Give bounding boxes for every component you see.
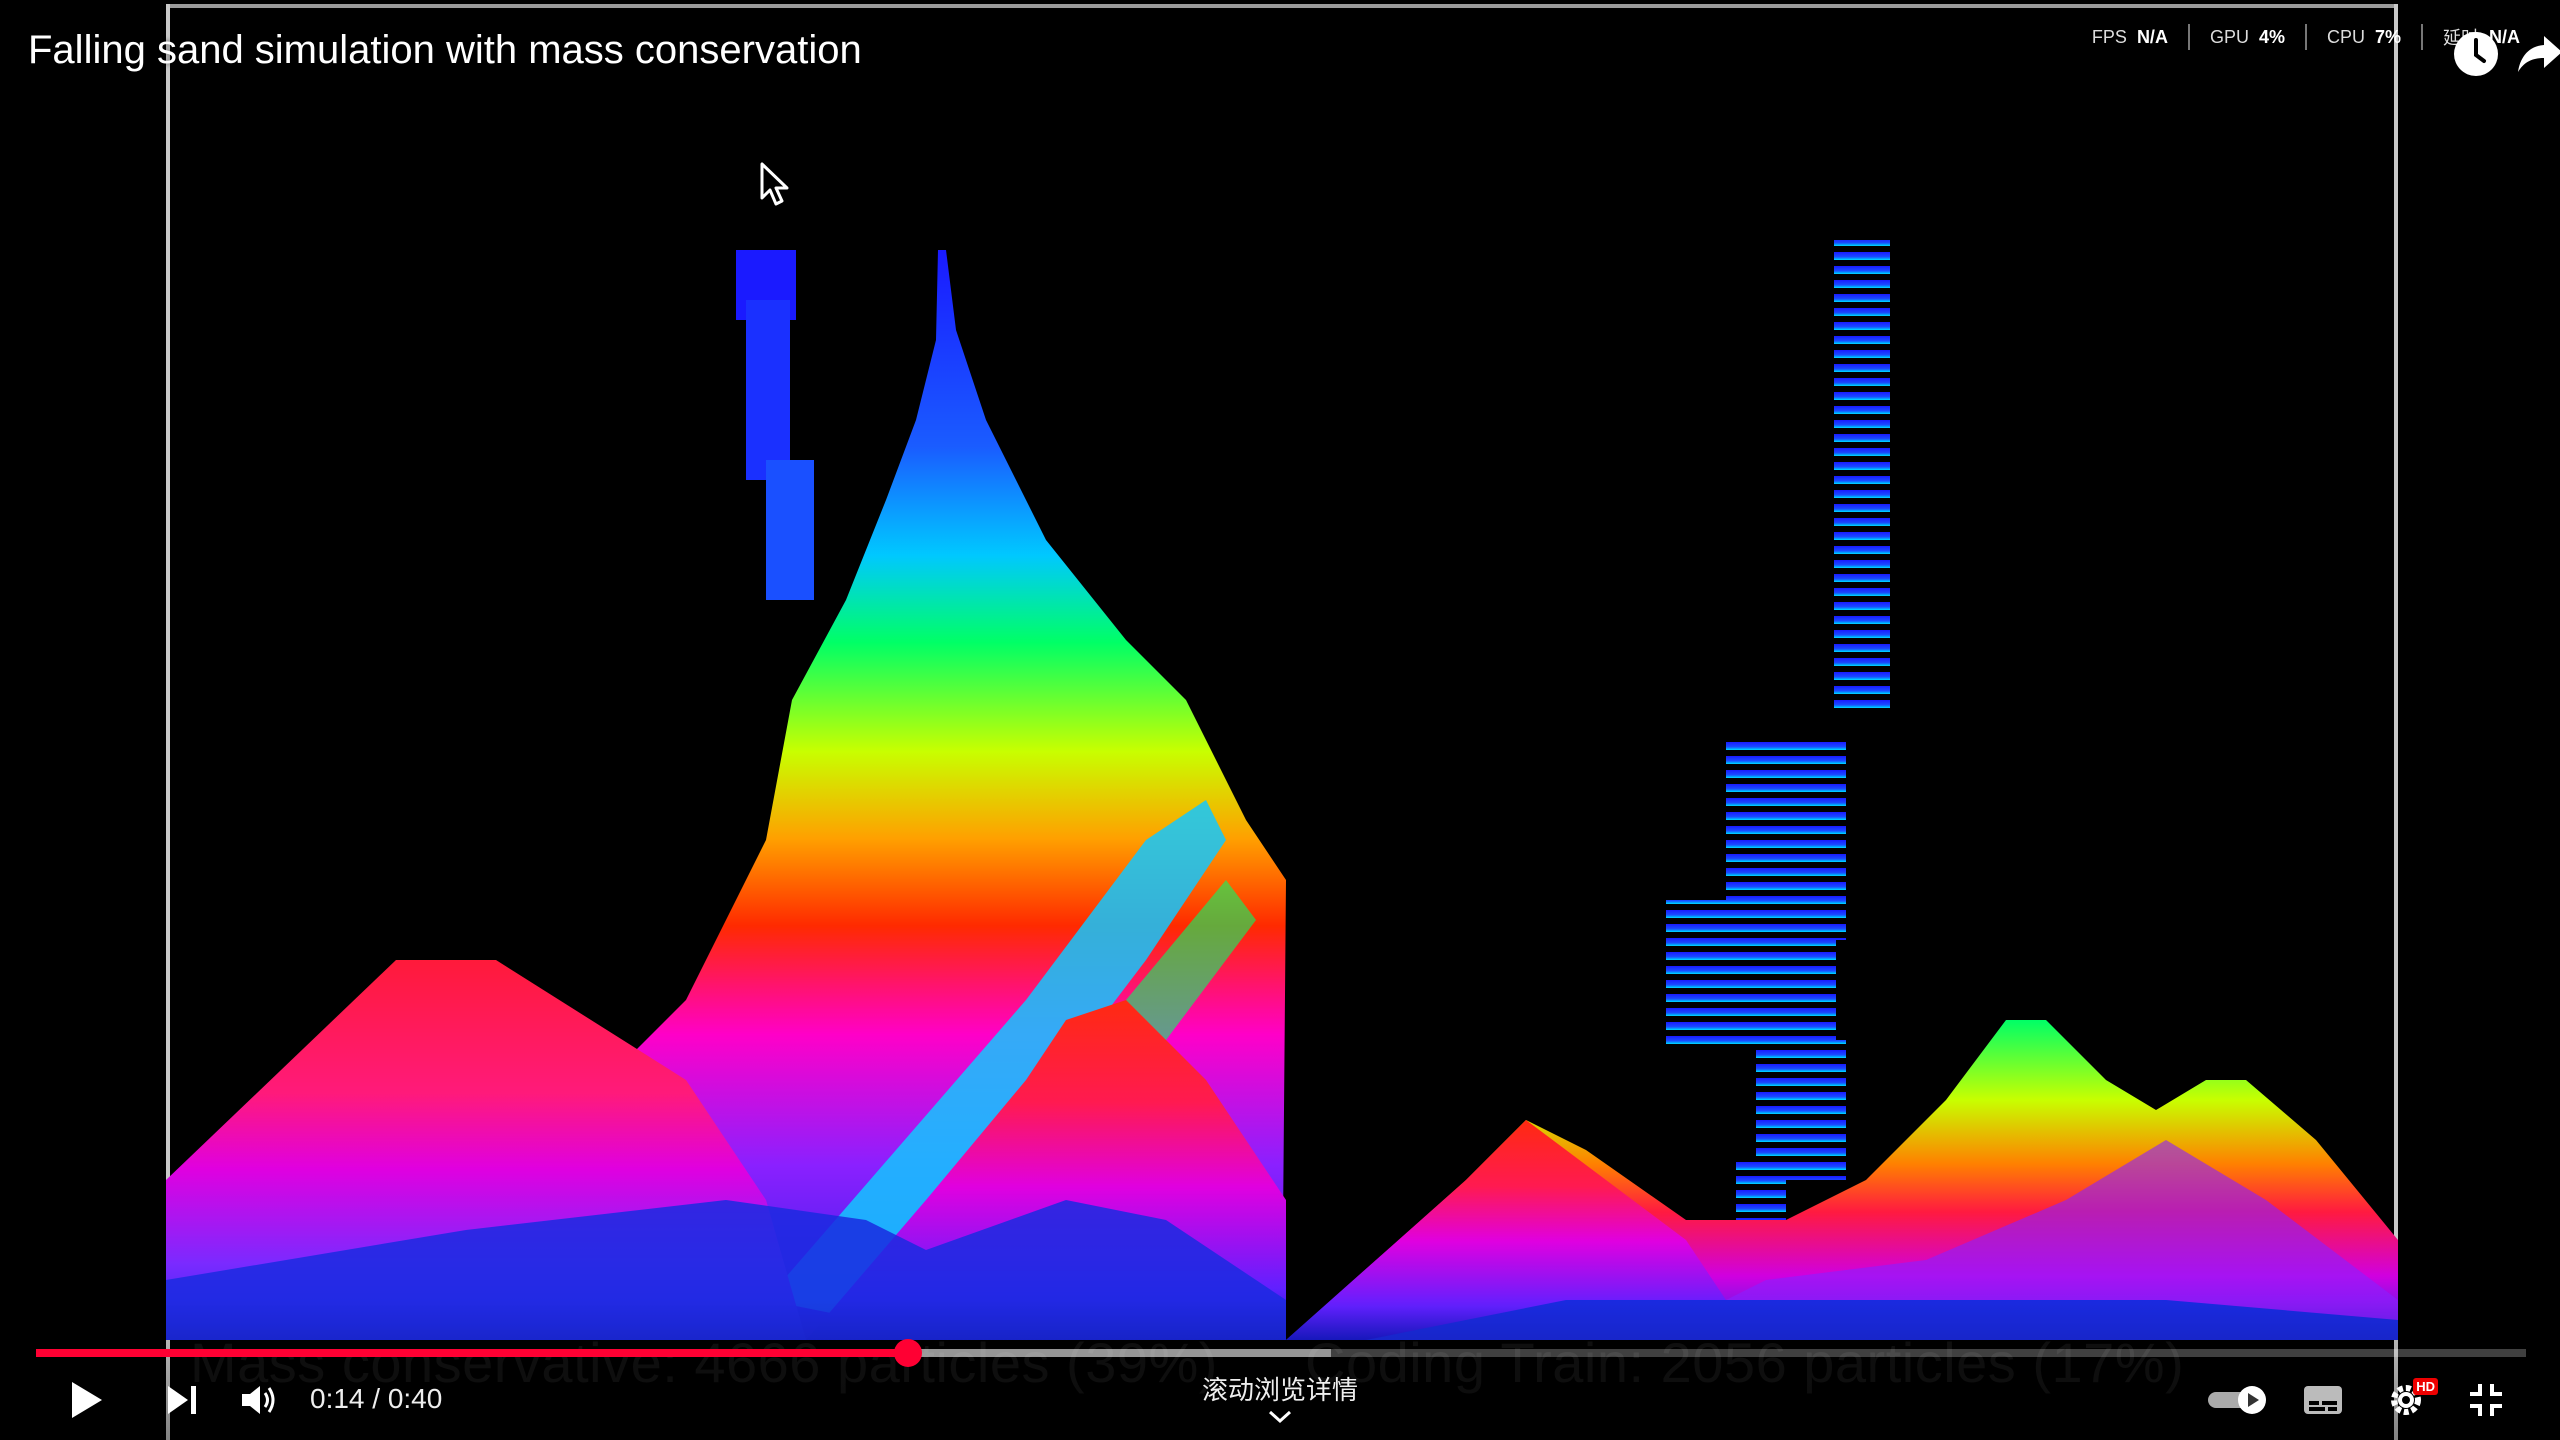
gear-icon [2391,1385,2421,1415]
video-title[interactable]: Falling sand simulation with mass conser… [28,28,862,72]
next-button[interactable] [156,1376,208,1424]
volume-icon [242,1386,275,1414]
scroll-for-details[interactable]: 滚动浏览详情 [1180,1370,1380,1425]
time-display: 0:14 / 0:40 [310,1383,443,1414]
progress-scrubber[interactable] [893,1339,922,1367]
share-icon[interactable] [2514,28,2560,80]
progress-played [36,1349,908,1357]
fps-label: FPS [2091,26,2127,47]
subtitles-button[interactable] [2298,1376,2348,1424]
play-icon [72,1382,102,1418]
volume-button[interactable] [232,1376,284,1424]
exit-fullscreen-button[interactable] [2460,1376,2512,1424]
exit-fullscreen-icon [2470,1384,2502,1416]
settings-button[interactable]: HD [2380,1376,2438,1424]
gpu-stat: GPU 4% [2187,24,2305,50]
scroll-hint-label: 滚动浏览详情 [1201,1375,1358,1405]
autoplay-toggle[interactable] [2206,1376,2272,1424]
mouse-cursor-icon [760,162,789,206]
autoplay-toggle-icon [2208,1386,2266,1414]
clock-icon[interactable] [2450,28,2502,80]
sand-simulation-frame [166,240,2398,1340]
progress-track[interactable] [36,1349,2526,1357]
play-button[interactable] [60,1376,112,1424]
fps-value: N/A [2136,26,2168,47]
gpu-value: 4% [2258,26,2285,47]
caption-mass-conservative: Mass conservative: 4666 particles (39%) [190,1331,1218,1394]
cpu-stat: CPU 7% [2304,24,2421,50]
progress-bar[interactable] [36,1339,2526,1367]
cpu-value: 7% [2374,26,2401,47]
hd-badge: HD [2413,1378,2438,1395]
next-icon [168,1386,196,1414]
subtitles-icon [2304,1386,2342,1414]
latency-value: N/A [2489,26,2520,47]
cpu-label: CPU [2326,26,2365,47]
fps-stat: FPS N/A [2072,24,2188,50]
gpu-label: GPU [2209,26,2249,47]
caption-coding-train: Coding Train: 2056 particles (17%) [1305,1331,2185,1394]
chevron-down-icon [1268,1410,1292,1424]
